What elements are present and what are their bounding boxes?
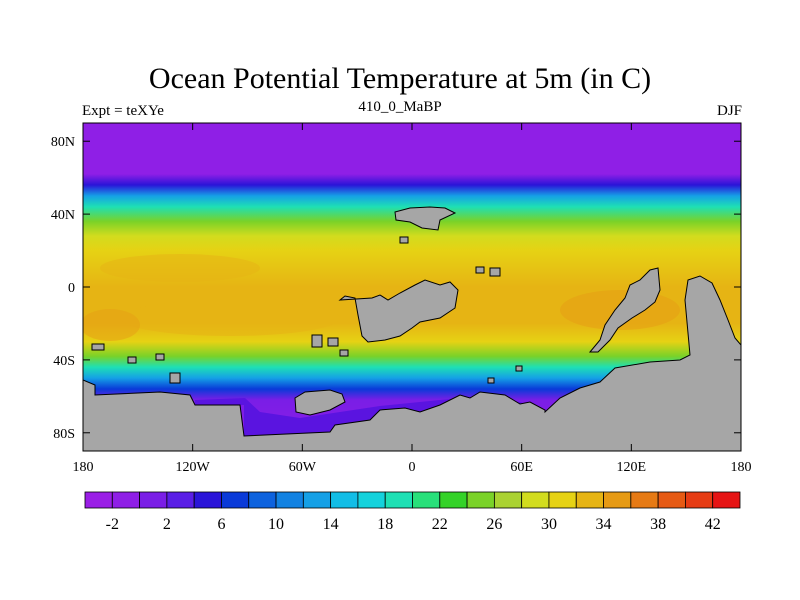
colorbar-label: 38 [650, 516, 666, 533]
y-tick-label: 80S [53, 427, 75, 442]
land-northern-island [394, 206, 457, 231]
colorbar-swatch [603, 491, 632, 509]
colorbar-label: 18 [377, 516, 393, 533]
x-tick-label: 180 [73, 460, 94, 475]
colorbar-label: 2 [163, 516, 171, 533]
land-islet-9 [169, 372, 181, 384]
time-label: 410_0_MaBP [358, 99, 442, 115]
land-southern-continent [83, 275, 741, 451]
land-islet-11 [487, 377, 495, 384]
colorbar-swatch [357, 491, 386, 509]
colorbar-swatch [439, 491, 468, 509]
colorbar-label: 30 [541, 516, 557, 533]
colorbar-swatch [330, 491, 359, 509]
x-tick-label: 0 [409, 460, 416, 475]
x-tick-label: 60E [510, 460, 533, 475]
colorbar-swatch [493, 491, 523, 509]
colorbar-label: 6 [217, 516, 225, 533]
colorbar-label: 26 [486, 516, 502, 533]
land-small-continent [294, 389, 346, 416]
land-islet-7 [127, 356, 137, 364]
y-tick-label: 0 [68, 281, 75, 296]
x-tick-label: 180 [731, 460, 752, 475]
colorbar-swatch [466, 491, 495, 509]
colorbar-swatch [521, 491, 550, 509]
warm-pool-north-pacific [100, 254, 260, 282]
chart-title: Ocean Potential Temperature at 5m (in C) [148, 62, 652, 95]
land-islet-4 [475, 266, 485, 274]
colorbar-swatch [685, 491, 714, 509]
warm-pool-west [83, 309, 140, 341]
colorbar-swatch [548, 491, 577, 509]
y-tick-label: 40N [51, 208, 75, 223]
colorbar-label: 22 [432, 516, 448, 533]
land-islet-2 [339, 349, 349, 357]
land-islet-6 [91, 343, 105, 351]
colorbar-swatch [302, 491, 332, 509]
season-label: DJF [716, 103, 742, 119]
land-islet-10 [311, 334, 323, 348]
x-tick-label: 120W [176, 460, 211, 475]
colorbar-swatch [575, 491, 604, 509]
x-tick-label: 60W [289, 460, 317, 475]
land-central-block [338, 279, 459, 343]
colorbar-label: 14 [323, 516, 339, 533]
colorbar-swatch [630, 491, 659, 509]
colorbar-swatch [84, 491, 113, 509]
land-islet-8 [155, 353, 165, 361]
x-tick-label: 120E [617, 460, 647, 475]
land-east-peninsula [588, 267, 661, 353]
colorbar-swatch [712, 491, 741, 509]
experiment-label: Expt = teXYe [82, 103, 164, 119]
colorbar-swatch [111, 491, 140, 509]
land-masses [83, 206, 741, 451]
colorbar-swatch [412, 491, 441, 509]
colorbar-label: -2 [106, 516, 119, 533]
colorbar: -2 2 6 10 14 18 22 26 30 34 38 42 [84, 491, 741, 533]
colorbar-swatch [384, 491, 413, 509]
colorbar-swatch [139, 491, 168, 509]
land-islet-3 [399, 236, 409, 244]
colorbar-swatch [166, 491, 195, 509]
colorbar-label: 34 [596, 516, 612, 533]
y-tick-label: 40S [53, 354, 75, 369]
colorbar-swatch [657, 491, 686, 509]
colorbar-label: 42 [705, 516, 721, 533]
y-tick-label: 80N [51, 135, 75, 150]
land-islet-5 [489, 267, 501, 277]
warm-pool-south-pacific [120, 300, 340, 336]
axis-ticks: 180 120W 60W 0 60E 120E 180 80N 40N 0 40S 80S [51, 123, 752, 475]
colorbar-swatch [248, 491, 277, 509]
land-islet-1 [327, 337, 339, 347]
colorbar-label: 10 [268, 516, 284, 533]
colorbar-swatch [193, 491, 222, 509]
colorbar-swatch [275, 491, 304, 509]
land-islet-12 [515, 365, 523, 372]
colorbar-swatch [221, 491, 250, 509]
